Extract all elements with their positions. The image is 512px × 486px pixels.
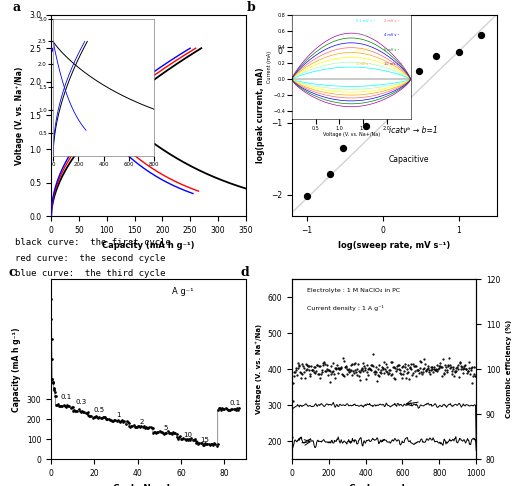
Text: Capacitive: Capacitive bbox=[389, 155, 430, 164]
Text: 10: 10 bbox=[183, 432, 192, 438]
Text: icatνᵇ → b=1: icatνᵇ → b=1 bbox=[389, 126, 438, 136]
X-axis label: Capacity (mA h g⁻¹): Capacity (mA h g⁻¹) bbox=[102, 241, 195, 249]
Point bbox=[362, 122, 370, 130]
Text: 1: 1 bbox=[116, 412, 120, 418]
X-axis label: Cycle Number: Cycle Number bbox=[113, 484, 184, 486]
Point bbox=[415, 67, 423, 75]
Text: b: b bbox=[247, 0, 255, 14]
X-axis label: Cycle number: Cycle number bbox=[349, 484, 419, 486]
Text: 2: 2 bbox=[140, 419, 144, 425]
Point bbox=[477, 31, 485, 39]
Point bbox=[326, 171, 334, 178]
Text: 0.5: 0.5 bbox=[93, 407, 104, 413]
Text: a: a bbox=[12, 0, 20, 14]
Point bbox=[432, 52, 440, 60]
Text: black curve:  the first cycle: black curve: the first cycle bbox=[15, 238, 171, 247]
Text: 5: 5 bbox=[164, 425, 168, 431]
Text: A g⁻¹: A g⁻¹ bbox=[172, 287, 194, 296]
Point bbox=[339, 144, 348, 152]
Y-axis label: Voltage (V. vs. Na⁺/Na): Voltage (V. vs. Na⁺/Na) bbox=[15, 66, 24, 165]
Text: blue curve:  the third cycle: blue curve: the third cycle bbox=[15, 269, 166, 278]
Text: Electrolyte : 1 M NaClO₄ in PC: Electrolyte : 1 M NaClO₄ in PC bbox=[307, 288, 400, 293]
Y-axis label: Capacity (mA h g⁻¹): Capacity (mA h g⁻¹) bbox=[12, 327, 22, 412]
Text: 0.3: 0.3 bbox=[76, 399, 87, 405]
Text: 0.1: 0.1 bbox=[61, 394, 72, 400]
Text: 15: 15 bbox=[200, 437, 209, 443]
Point bbox=[390, 87, 398, 94]
Y-axis label: Coulombic efficiency (%): Coulombic efficiency (%) bbox=[506, 320, 512, 418]
Y-axis label: log(peak current, mA): log(peak current, mA) bbox=[257, 68, 265, 163]
Y-axis label: Voltage (V. vs. Na⁺/Na): Voltage (V. vs. Na⁺/Na) bbox=[255, 324, 262, 415]
Point bbox=[303, 192, 311, 200]
Point bbox=[455, 48, 463, 56]
Text: c: c bbox=[8, 266, 16, 279]
Text: Current density : 1 A g⁻¹: Current density : 1 A g⁻¹ bbox=[307, 305, 383, 311]
Text: 0.1: 0.1 bbox=[229, 400, 241, 406]
X-axis label: log(sweep rate, mV s⁻¹): log(sweep rate, mV s⁻¹) bbox=[338, 241, 451, 249]
Text: d: d bbox=[240, 266, 249, 279]
Text: red curve:  the second cycle: red curve: the second cycle bbox=[15, 254, 166, 263]
